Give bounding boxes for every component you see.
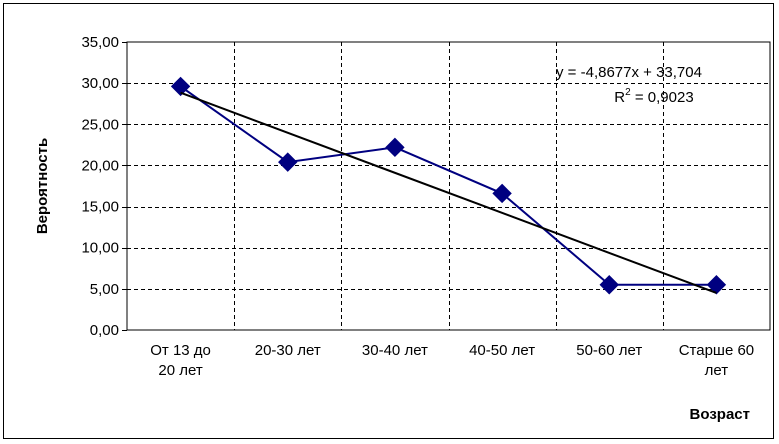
y-tick-label: 5,00 — [90, 281, 119, 298]
y-axis-title: Вероятность — [34, 138, 51, 234]
x-tick-label-line: Старше 60 — [679, 342, 754, 359]
y-tick-label: 10,00 — [81, 240, 119, 257]
x-tick-label-line: 40-50 лет — [469, 342, 535, 359]
chart-frame — [3, 3, 774, 439]
trendline-r-squared: R2 = 0,9023 — [614, 87, 693, 106]
plot-area-border — [126, 41, 771, 331]
series — [170, 76, 727, 295]
y-tick-labels: 0,00 5,00 10,00 15,00 20,00 25,00 30,00 35,00 — [81, 34, 127, 339]
data-point-marker — [599, 275, 619, 295]
series-line — [180, 85, 717, 286]
y-tick-label: 15,00 — [81, 199, 119, 216]
data-point-marker — [706, 275, 727, 295]
x-tick-label-line: 20 лет — [158, 362, 202, 379]
x-tick-label: 50-60 лет — [576, 342, 642, 359]
y-tick-label: 35,00 — [81, 34, 119, 51]
x-axis-title: Возраст — [690, 406, 750, 423]
x-tick-label: 30-40 лет — [362, 342, 428, 359]
trendline — [180, 91, 717, 294]
y-tick-label: 0,00 — [90, 322, 119, 339]
x-tick-labels: От 13 до 20 лет 20-30 лет 30-40 лет 40-50 ле… — [150, 342, 754, 379]
x-tick-label: От 13 до 20 лет — [150, 342, 211, 379]
y-tick-label: 25,00 — [81, 116, 119, 133]
y-tick-label: 30,00 — [81, 75, 119, 92]
data-point-marker — [278, 152, 298, 172]
trendline-line — [180, 91, 717, 294]
r2-suffix: = 0,9023 — [631, 89, 694, 106]
x-tick-label: Старше 60 лет — [679, 342, 754, 379]
x-tick-label-line: 50-60 лет — [576, 342, 642, 359]
y-tick-label: 20,00 — [81, 157, 119, 174]
data-point-marker — [170, 76, 191, 97]
x-tick-label: 20-30 лет — [255, 342, 321, 359]
x-tick-label-line: От 13 до — [150, 342, 211, 359]
x-tick-label-line: 20-30 лет — [255, 342, 321, 359]
data-point-marker — [385, 137, 405, 158]
data-point-marker — [492, 183, 512, 204]
grid — [127, 42, 770, 330]
r2-prefix: R — [614, 89, 625, 106]
trendline-equation: y = -4,8677x + 33,704 — [556, 64, 702, 81]
x-tick-label-line: 30-40 лет — [362, 342, 428, 359]
x-tick-label-line: лет — [705, 362, 729, 379]
r2-exponent: 2 — [625, 87, 631, 98]
x-tick-label: 40-50 лет — [469, 342, 535, 359]
